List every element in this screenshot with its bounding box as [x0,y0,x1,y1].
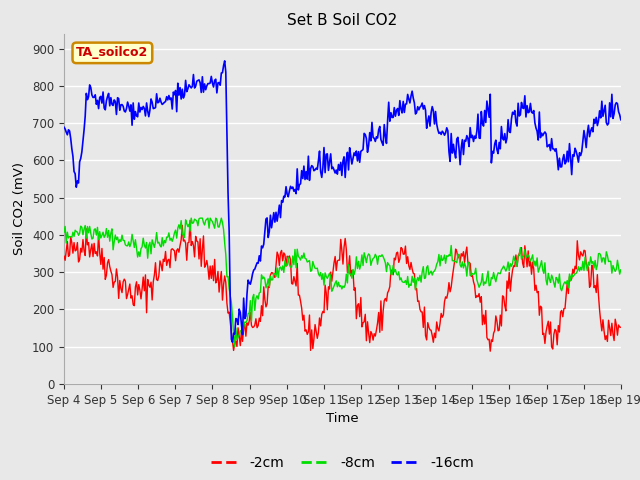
X-axis label: Time: Time [326,412,358,425]
Legend: -2cm, -8cm, -16cm: -2cm, -8cm, -16cm [205,450,479,475]
Title: Set B Soil CO2: Set B Soil CO2 [287,13,397,28]
Y-axis label: Soil CO2 (mV): Soil CO2 (mV) [13,162,26,255]
Text: TA_soilco2: TA_soilco2 [76,47,148,60]
